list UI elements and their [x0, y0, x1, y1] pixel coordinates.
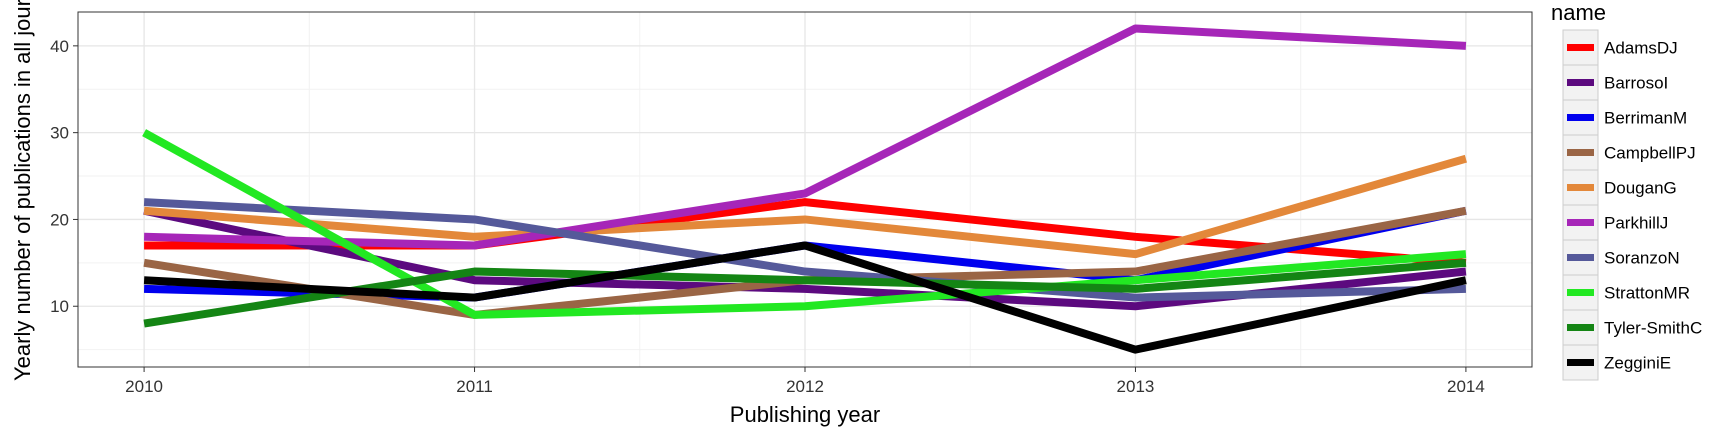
legend-item-barrosoi: BarrosoI: [1562, 64, 1668, 101]
legend-label: ParkhillJ: [1604, 214, 1668, 233]
x-tick-label: 2014: [1447, 377, 1485, 396]
axes: 10 20 30 40 2010 2011 2012 2013 2014: [50, 37, 1485, 396]
x-axis-title: Publishing year: [730, 402, 880, 427]
legend-item-zegginie: ZegginiE: [1562, 344, 1671, 381]
legend-label: BarrosoI: [1604, 74, 1668, 93]
x-tick-label: 2013: [1117, 377, 1155, 396]
legend-item-berrimanm: BerrimanM: [1562, 99, 1687, 136]
legend-item-strattonmr: StrattonMR: [1562, 274, 1690, 311]
x-tick-label: 2010: [125, 377, 163, 396]
series-line-dougang: [143, 154, 1468, 259]
legend-label: CampbellPJ: [1604, 144, 1696, 163]
y-axis-title: Yearly number of publications in all jou…: [10, 0, 35, 381]
legend: name AdamsDJ BarrosoI BerrimanM CampbellPJ D…: [1551, 0, 1702, 381]
legend-label: StrattonMR: [1604, 284, 1690, 303]
legend-label: BerrimanM: [1604, 109, 1687, 128]
legend-item-adamsdj: AdamsDJ: [1562, 29, 1678, 66]
y-tick-label: 20: [50, 210, 69, 229]
x-tick-label: 2012: [786, 377, 824, 396]
y-tick-label: 10: [50, 297, 69, 316]
legend-item-soranzon: SoranzoN: [1562, 239, 1680, 276]
series-line-soranzon: [143, 198, 1467, 302]
legend-title: name: [1551, 0, 1606, 25]
legend-item-parkhillj: ParkhillJ: [1562, 204, 1668, 241]
series-line-zegginie: [143, 241, 1467, 354]
series-lines: [142, 24, 1468, 354]
legend-label: AdamsDJ: [1604, 39, 1678, 58]
legend-label: Tyler-SmithC: [1604, 319, 1702, 338]
legend-label: SoranzoN: [1604, 249, 1680, 268]
legend-label: ZegginiE: [1604, 354, 1671, 373]
series-line-parkhillj: [143, 24, 1467, 250]
y-tick-label: 40: [50, 37, 69, 56]
series-line-strattonmr: [142, 129, 1467, 319]
y-tick-label: 30: [50, 124, 69, 143]
legend-label: DouganG: [1604, 179, 1677, 198]
x-tick-label: 2011: [456, 377, 493, 396]
legend-item-dougang: DouganG: [1562, 169, 1677, 206]
legend-item-tyler-smithc: Tyler-SmithC: [1562, 309, 1702, 346]
